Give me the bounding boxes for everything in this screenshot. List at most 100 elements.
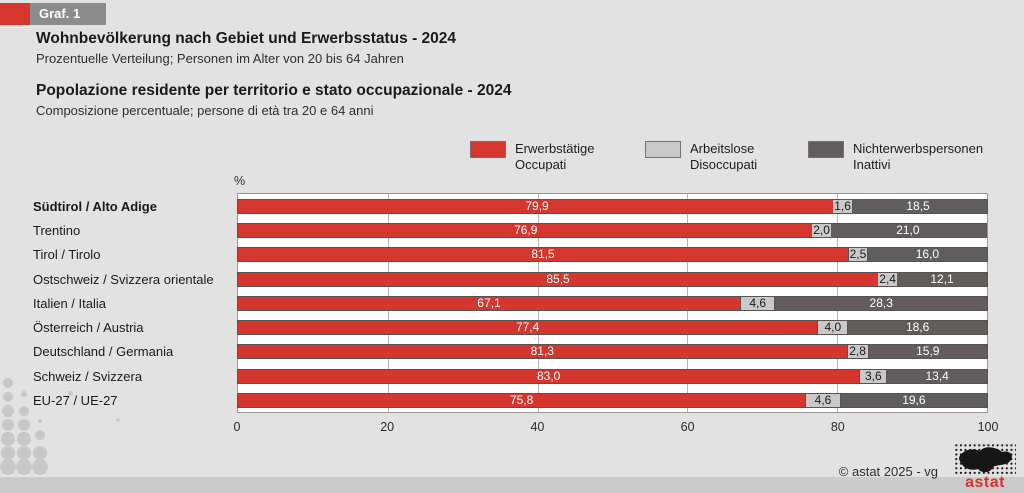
value-label: 4,6 xyxy=(748,295,768,310)
legend-label-employed: Erwerbstätige Occupati xyxy=(515,141,594,172)
astat-logo: astat xyxy=(954,443,1016,491)
stacked-bar-chart: % Südtirol / Alto Adige 79,9 1,6 18,5 Trenti… xyxy=(33,174,999,453)
bar-segment: 77,4 xyxy=(237,320,819,336)
bar-segment: 67,1 xyxy=(237,295,741,311)
category-label: Ostschweiz / Svizzera orientale xyxy=(33,271,214,287)
decorative-dot xyxy=(0,459,16,475)
bar-track: 77,4 4,0 18,6 xyxy=(237,320,988,336)
value-label: 1,6 xyxy=(833,198,852,213)
chart-row: Italien / Italia 67,1 4,6 28,3 xyxy=(33,291,988,315)
decorative-dot xyxy=(17,432,31,446)
value-label: 75,8 xyxy=(508,393,535,408)
value-label: 19,6 xyxy=(901,393,927,408)
bar-segment: 18,6 xyxy=(848,320,988,336)
bar-track: 67,1 4,6 28,3 xyxy=(237,295,988,311)
decorative-dot xyxy=(67,390,73,396)
value-label: 15,9 xyxy=(915,344,941,359)
chart-row: Trentino 76,9 2,0 21,0 xyxy=(33,218,988,242)
legend-label-de: Erwerbstätige xyxy=(515,141,595,156)
value-label: 16,0 xyxy=(914,247,941,262)
x-axis-ticks: 0 20 40 60 80 100 xyxy=(233,420,999,438)
title-italian: Popolazione residente per territorio e s… xyxy=(36,82,512,99)
x-tick-label: 0 xyxy=(233,420,241,434)
bar-segment: 1,6 xyxy=(833,198,852,214)
category-label: Südtirol / Alto Adige xyxy=(33,198,157,214)
graf-badge: Graf. 1 xyxy=(0,3,106,25)
chart-row: Österreich / Austria 77,4 4,0 18,6 xyxy=(33,315,988,339)
bar-segment: 75,8 xyxy=(237,393,807,409)
header: Wohnbevölkerung nach Gebiet und Erwerbss… xyxy=(36,30,511,118)
bar-track: 75,8 4,6 19,6 xyxy=(237,393,988,409)
legend-label-unemployed: Arbeitslose Disoccupati xyxy=(690,141,757,172)
title-german: Wohnbevölkerung nach Gebiet und Erwerbss… xyxy=(36,30,457,47)
bar-segment: 2,8 xyxy=(847,344,869,360)
bar-track: 79,9 1,6 18,5 xyxy=(237,198,988,214)
bar-segment: 13,4 xyxy=(887,368,988,384)
bar-segment: 3,6 xyxy=(860,368,888,384)
category-label: Deutschland / Germania xyxy=(33,344,174,360)
value-label: 2,8 xyxy=(848,344,867,359)
bar-segment: 16,0 xyxy=(867,247,988,263)
legend-label-it: Disoccupati xyxy=(690,156,758,172)
bar-track: 81,5 2,5 16,0 xyxy=(237,247,988,263)
value-label: 28,3 xyxy=(868,295,894,310)
x-tick-label: 40 xyxy=(530,420,545,434)
value-label: 79,9 xyxy=(524,198,550,213)
decorative-dot xyxy=(3,378,13,388)
value-label: 76,9 xyxy=(513,222,539,237)
bar-segment: 12,1 xyxy=(897,271,988,287)
value-label: 2,0 xyxy=(812,222,831,237)
decorative-dot xyxy=(33,446,47,460)
bar-segment: 83,0 xyxy=(237,368,861,384)
bar-segment: 81,5 xyxy=(237,247,850,263)
bar-segment: 4,0 xyxy=(818,320,849,336)
value-label: 4,6 xyxy=(813,393,833,408)
value-label: 2,5 xyxy=(848,247,868,262)
badge-label: Graf. 1 xyxy=(30,3,106,25)
category-label: Trentino xyxy=(33,222,81,238)
chart-row: Deutschland / Germania 81,3 2,8 15,9 xyxy=(33,340,988,364)
decorative-dot xyxy=(1,446,15,460)
x-tick-label: 80 xyxy=(830,420,845,434)
map-silhouette xyxy=(959,447,1012,473)
chart-row: Schweiz / Svizzera 83,0 3,6 13,4 xyxy=(33,364,988,388)
legend-item-unemployed: Arbeitslose Disoccupati xyxy=(645,141,757,172)
bar-rows: Südtirol / Alto Adige 79,9 1,6 18,5 Trentino… xyxy=(33,193,988,413)
bar-segment: 19,6 xyxy=(840,393,988,409)
chart-row: EU-27 / UE-27 75,8 4,6 19,6 xyxy=(33,388,988,412)
subtitle-german: Prozentuelle Verteilung; Personen im Alt… xyxy=(36,51,404,66)
legend-label-de: Arbeitslose xyxy=(690,141,755,156)
value-label: 81,3 xyxy=(529,344,555,359)
chart-row: Ostschweiz / Svizzera orientale 85,5 2,4 12… xyxy=(33,267,988,291)
value-label: 13,4 xyxy=(924,368,950,383)
bar-segment: 15,9 xyxy=(868,344,988,360)
bar-segment: 4,6 xyxy=(740,295,776,311)
footer-band xyxy=(0,477,1024,493)
axis-unit-label: % xyxy=(234,174,246,188)
value-label: 18,6 xyxy=(904,320,931,335)
bar-track: 81,3 2,8 15,9 xyxy=(237,344,988,360)
decorative-dot xyxy=(38,419,42,423)
astat-map-icon xyxy=(954,443,1016,475)
category-label: Österreich / Austria xyxy=(33,320,144,336)
bar-segment: 79,9 xyxy=(237,198,838,214)
decorative-dot xyxy=(18,419,30,431)
subtitle-italian: Composizione percentuale; persone di età… xyxy=(36,103,374,118)
decorative-dot xyxy=(2,419,14,431)
x-tick-label: 20 xyxy=(380,420,395,434)
decorative-dot xyxy=(16,459,32,475)
legend-label-it: Occupati xyxy=(515,156,567,172)
bar-segment: 76,9 xyxy=(237,222,815,238)
copyright-text: © astat 2025 - vg xyxy=(838,464,938,479)
bar-segment: 81,3 xyxy=(237,344,848,360)
bar-track: 83,0 3,6 13,4 xyxy=(237,368,988,384)
decorative-dot xyxy=(17,446,31,460)
title-block-german: Wohnbevölkerung nach Gebiet und Erwerbss… xyxy=(36,30,511,66)
category-label: Tirol / Tirolo xyxy=(33,247,101,263)
category-label: EU-27 / UE-27 xyxy=(33,393,118,409)
value-label: 12,1 xyxy=(929,271,955,286)
legend-swatch-inactive xyxy=(808,141,844,158)
value-label: 21,0 xyxy=(895,222,921,237)
chart-row: Südtirol / Alto Adige 79,9 1,6 18,5 xyxy=(33,194,988,218)
